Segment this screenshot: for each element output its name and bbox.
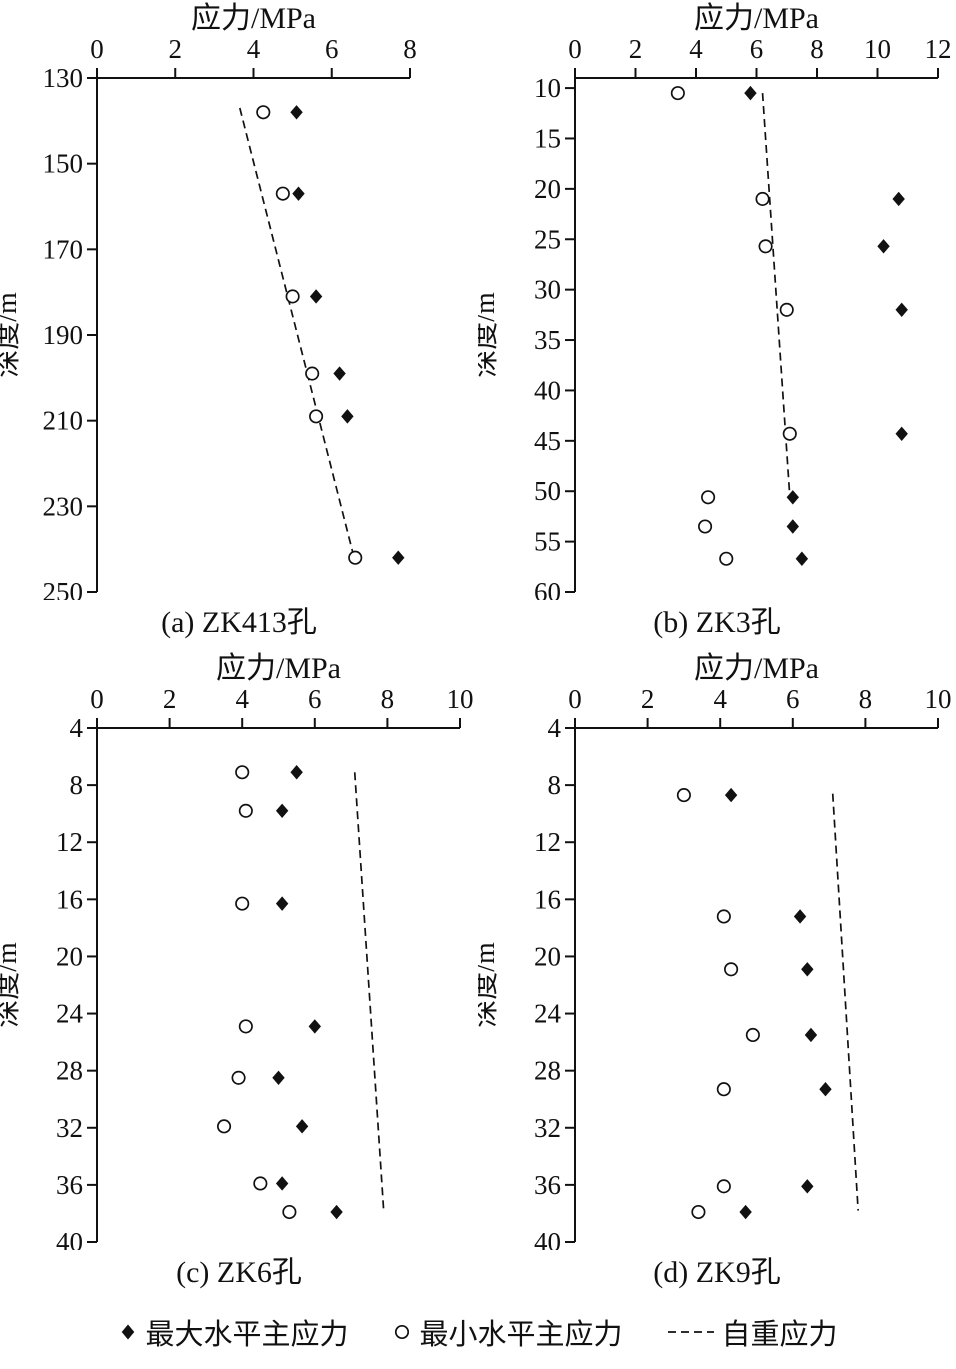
svg-text:35: 35 (534, 325, 561, 355)
open-circle-icon (395, 1324, 410, 1340)
chart-caption: (b) ZK3孔 (653, 606, 781, 639)
svg-text:32: 32 (534, 1113, 561, 1143)
svg-text:32: 32 (56, 1113, 83, 1143)
svg-text:10: 10 (534, 73, 561, 103)
svg-text:250: 250 (43, 577, 84, 600)
svg-text:0: 0 (568, 34, 582, 64)
svg-text:130: 130 (43, 63, 84, 93)
legend-label-selfweight: 自重应力 (721, 1319, 838, 1351)
chart-caption: (d) ZK9孔 (653, 1256, 781, 1289)
svg-text:6: 6 (750, 34, 764, 64)
svg-text:25: 25 (534, 224, 561, 254)
svg-text:2: 2 (641, 684, 655, 714)
figure-legend: 最大水平主应力 最小水平主应力 自重应力 (0, 1302, 956, 1362)
svg-text:2: 2 (163, 684, 177, 714)
svg-text:40: 40 (534, 375, 561, 405)
svg-text:4: 4 (235, 684, 249, 714)
svg-text:4: 4 (713, 684, 727, 714)
svg-text:55: 55 (534, 527, 561, 557)
svg-text:10: 10 (447, 684, 474, 714)
svg-text:0: 0 (90, 34, 104, 64)
svg-text:170: 170 (43, 234, 84, 264)
svg-text:10: 10 (925, 684, 952, 714)
svg-text:应力/MPa: 应力/MPa (191, 2, 316, 35)
svg-text:210: 210 (43, 406, 84, 436)
svg-text:20: 20 (56, 941, 83, 971)
svg-text:20: 20 (534, 174, 561, 204)
svg-text:深度/m: 深度/m (478, 942, 501, 1028)
svg-text:0: 0 (568, 684, 582, 714)
svg-text:6: 6 (786, 684, 800, 714)
svg-text:2: 2 (169, 34, 183, 64)
chart-cell-zk9: 应力/MPa 0 2 4 6 8 10 4 8 12 16 20 24 28 32 36 40 深度/m (d) … (478, 650, 956, 1300)
svg-text:28: 28 (534, 1056, 561, 1086)
svg-text:12: 12 (56, 827, 83, 857)
svg-text:20: 20 (534, 941, 561, 971)
svg-text:深度/m: 深度/m (478, 292, 501, 378)
svg-text:16: 16 (56, 884, 83, 914)
svg-text:36: 36 (56, 1170, 83, 1200)
stress-depth-chart-zk413: 应力/MPa 0 2 4 6 8 130 150 170 190 210 230 250 深度/m (0, 2, 417, 600)
legend-item-self-weight-stress: 自重应力 (667, 1311, 838, 1353)
svg-text:深度/m: 深度/m (0, 292, 23, 378)
svg-text:230: 230 (43, 491, 84, 521)
svg-text:8: 8 (859, 684, 873, 714)
svg-text:190: 190 (43, 320, 84, 350)
svg-text:40: 40 (56, 1227, 83, 1250)
svg-text:8: 8 (381, 684, 395, 714)
svg-text:8: 8 (403, 34, 417, 64)
filled-diamond-icon (122, 1324, 135, 1340)
svg-text:应力/MPa: 应力/MPa (694, 652, 819, 685)
svg-text:10: 10 (864, 34, 891, 64)
svg-text:16: 16 (534, 884, 561, 914)
chart-cell-zk6: 应力/MPa 0 2 4 6 8 10 4 8 12 16 20 24 28 32 36 40 深度/m (c) … (0, 650, 478, 1300)
svg-text:6: 6 (308, 684, 322, 714)
svg-text:150: 150 (43, 149, 84, 179)
chart-caption: (a) ZK413孔 (161, 606, 317, 639)
svg-text:50: 50 (534, 476, 561, 506)
svg-text:45: 45 (534, 426, 561, 456)
svg-text:8: 8 (548, 770, 562, 800)
svg-text:12: 12 (534, 827, 561, 857)
svg-text:深度/m: 深度/m (0, 942, 23, 1028)
svg-text:40: 40 (534, 1227, 561, 1250)
stress-depth-chart-zk3: 应力/MPa 0 2 4 6 8 10 12 10 15 20 25 30 35 40 45 50 55 60 深度/… (478, 2, 952, 600)
svg-text:12: 12 (925, 34, 952, 64)
svg-text:24: 24 (56, 999, 84, 1029)
dashed-line-icon (667, 1331, 714, 1333)
svg-text:8: 8 (810, 34, 824, 64)
chart-cell-zk3: 应力/MPa 0 2 4 6 8 10 12 10 15 20 25 30 35 40 45 50 55 60 深度/… (478, 0, 956, 650)
svg-text:2: 2 (629, 34, 643, 64)
svg-text:60: 60 (534, 577, 561, 600)
svg-text:15: 15 (534, 123, 561, 153)
svg-text:28: 28 (56, 1056, 83, 1086)
svg-text:24: 24 (534, 999, 562, 1029)
chart-caption: (c) ZK6孔 (176, 1256, 302, 1289)
svg-text:应力/MPa: 应力/MPa (216, 652, 341, 685)
svg-text:4: 4 (689, 34, 703, 64)
charts-grid: 应力/MPa 0 2 4 6 8 130 150 170 190 210 230 250 深度/m (a)… (0, 0, 956, 1300)
svg-text:4: 4 (548, 713, 562, 743)
legend-label-min: 最小水平主应力 (419, 1319, 623, 1351)
chart-cell-zk413: 应力/MPa 0 2 4 6 8 130 150 170 190 210 230 250 深度/m (a)… (0, 0, 478, 650)
svg-text:30: 30 (534, 275, 561, 305)
legend-item-max-principal-stress: 最大水平主应力 (118, 1311, 348, 1353)
svg-text:应力/MPa: 应力/MPa (694, 2, 819, 35)
svg-text:8: 8 (70, 770, 84, 800)
legend-label-max: 最大水平主应力 (145, 1319, 349, 1351)
svg-text:4: 4 (247, 34, 261, 64)
svg-text:4: 4 (70, 713, 84, 743)
svg-text:36: 36 (534, 1170, 561, 1200)
legend-item-min-principal-stress: 最小水平主应力 (392, 1311, 623, 1353)
svg-text:0: 0 (90, 684, 104, 714)
svg-text:6: 6 (325, 34, 339, 64)
